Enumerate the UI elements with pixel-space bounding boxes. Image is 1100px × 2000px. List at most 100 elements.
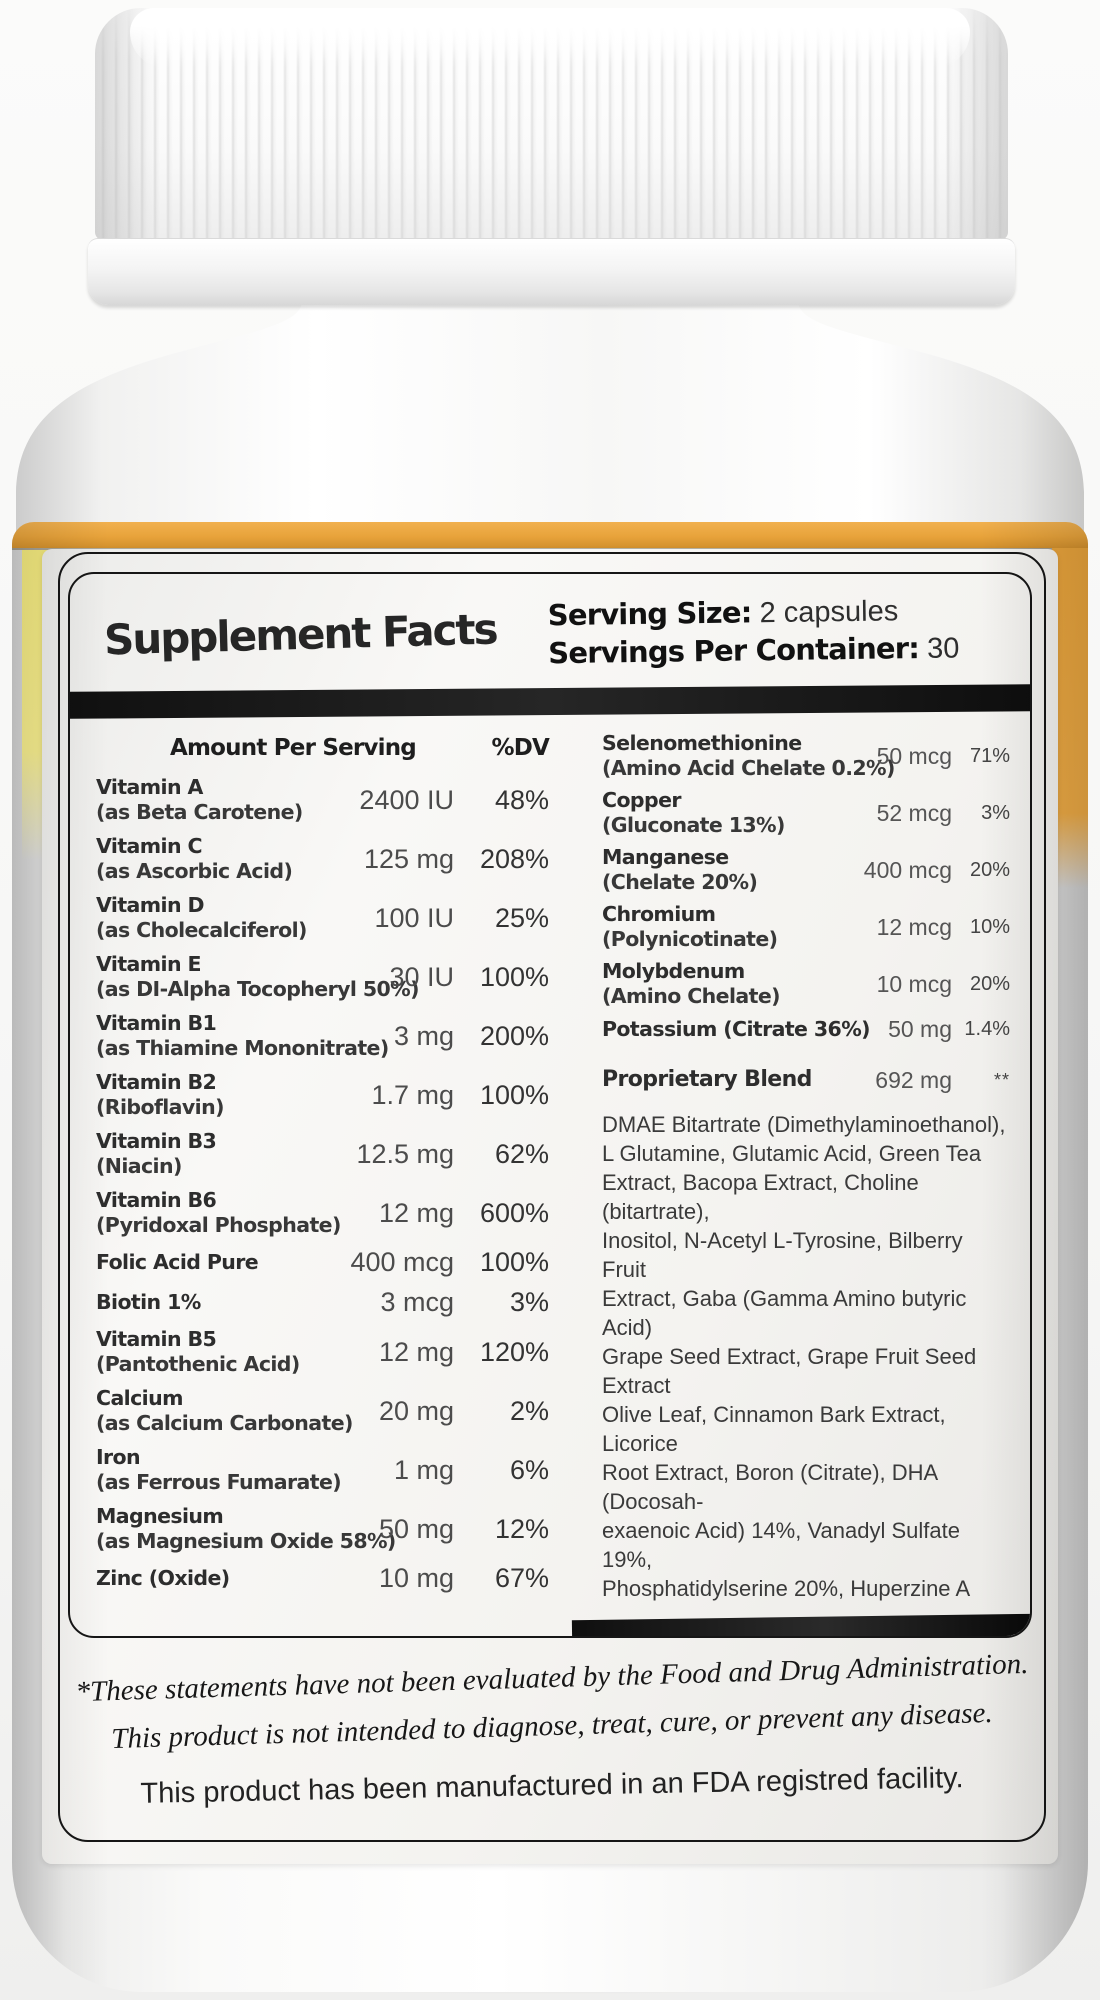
nutrient-name: Vitamin B2 — [96, 1070, 217, 1095]
nutrient-row: Vitamin B3 (Niacin) 12.5 mg 62% — [96, 1129, 549, 1179]
divider-bar-top — [70, 684, 1030, 720]
nutrient-dv: 20% — [969, 858, 1010, 881]
nutrient-names: Biotin 1% — [96, 1290, 339, 1315]
nutrient-amount: 20 mg — [378, 1395, 454, 1426]
nutrient-dv: 25% — [494, 902, 549, 933]
nutrient-names: Chromium (Polynicotinate) — [602, 902, 846, 952]
nutrient-names: Potassium (Citrate 36%) — [602, 1017, 871, 1042]
nutrient-amount: 30 IU — [389, 961, 454, 992]
dv-header: %DV — [491, 735, 549, 762]
nutrient-row: Vitamin B5 (Pantothenic Acid) 12 mg 120% — [96, 1327, 549, 1377]
serving-info: Serving Size: 2 capsules Servings Per Co… — [547, 591, 1010, 674]
nutrient-names: Vitamin E (as DI-Alpha Tocopheryl 50%) — [96, 952, 419, 1002]
nutrient-name: Manganese — [602, 845, 729, 870]
cap-highlight — [130, 8, 970, 68]
nutrient-name: Molybdenum — [602, 959, 745, 984]
nutrient-amount: 1.7 mg — [371, 1079, 454, 1110]
left-column: Amount Per Serving %DV Vitamin A (as Bet… — [96, 731, 550, 1636]
nutrient-names: Vitamin D (as Cholecalciferol) — [96, 893, 339, 943]
nutrient-dv: 6% — [509, 1454, 549, 1485]
nutrient-subname: (as Ferrous Fumarate) — [96, 1470, 342, 1495]
nutrient-names: Copper (Gluconate 13%) — [602, 788, 846, 838]
nutrient-subname: (as Thiamine Mononitrate) — [96, 1036, 389, 1061]
nutrient-row: Vitamin E (as DI-Alpha Tocopheryl 50%) 3… — [96, 952, 549, 1002]
servings-per-container-value: 30 — [926, 632, 960, 666]
nutrient-names: Proprietary Blend — [602, 1067, 846, 1094]
nutrient-columns: Amount Per Serving %DV Vitamin A (as Bet… — [96, 731, 1030, 1636]
nutrient-amount: 2400 IU — [359, 784, 454, 815]
nutrient-dv: 100% — [479, 1247, 549, 1278]
nutrient-row: Calcium (as Calcium Carbonate) 20 mg 2% — [96, 1386, 549, 1436]
nutrient-subname: (as DI-Alpha Tocopheryl 50%) — [96, 977, 419, 1002]
proprietary-blend-name: Proprietary Blend — [602, 1067, 812, 1093]
nutrient-names: Vitamin B6 (Pyridoxal Phosphate) — [96, 1188, 341, 1238]
nutrient-name: Potassium (Citrate 36%) — [602, 1017, 871, 1042]
amount-per-serving-header: Amount Per Serving — [170, 735, 417, 762]
nutrient-amount: 50 mg — [378, 1513, 454, 1544]
nutrient-names: Vitamin B1 (as Thiamine Mononitrate) — [96, 1011, 389, 1061]
nutrient-row: Selenomethionine (Amino Acid Chelate 0.2… — [602, 731, 1010, 781]
blend-ingredients: DMAE Bitartrate (Dimethylaminoethanol), … — [602, 1112, 1006, 1602]
nutrient-subname: (Amino Acid Chelate 0.2%) — [602, 756, 895, 781]
nutrient-amount: 400 mcg — [863, 856, 952, 883]
panel-header: Supplement Facts Serving Size: 2 capsule… — [96, 584, 1010, 670]
right-column: Selenomethionine (Amino Acid Chelate 0.2… — [571, 731, 1030, 1636]
nutrient-amount: 125 mg — [363, 843, 454, 874]
divider-bar-bottom — [571, 1614, 1030, 1636]
accent-band — [12, 522, 1088, 548]
nutrient-row: Iron (as Ferrous Fumarate) 1 mg 6% — [96, 1445, 549, 1495]
nutrient-name: Vitamin B5 — [96, 1327, 217, 1352]
nutrient-name: Vitamin C — [96, 834, 203, 859]
nutrient-name: Biotin 1% — [96, 1290, 201, 1315]
serving-size-value: 2 capsules — [759, 595, 899, 630]
nutrient-name: Magnesium — [96, 1504, 224, 1529]
nutrient-dv: 20% — [969, 972, 1010, 995]
left-nutrient-rows: Vitamin A (as Beta Carotene) 2400 IU 48%… — [96, 775, 549, 1594]
nutrient-dv: 200% — [479, 1020, 549, 1051]
label-outer-border — [58, 552, 1046, 1842]
nutrient-names: Vitamin C (as Ascorbic Acid) — [96, 834, 339, 884]
nutrient-subname: (Gluconate 13%) — [602, 813, 785, 838]
nutrient-row: Vitamin A (as Beta Carotene) 2400 IU 48% — [96, 775, 549, 825]
nutrient-dv: 1.4% — [964, 1018, 1010, 1041]
nutrient-names: Molybdenum (Amino Chelate) — [602, 959, 846, 1009]
nutrient-amount: 100 IU — [374, 902, 454, 933]
supplement-facts-title: Supplement Facts — [103, 604, 498, 665]
label-right-edge — [1052, 548, 1088, 888]
nutrient-row: Biotin 1% 3 mcg 3% — [96, 1287, 549, 1318]
nutrient-subname: (as Beta Carotene) — [96, 800, 303, 825]
nutrient-row: Vitamin B6 (Pyridoxal Phosphate) 12 mg 6… — [96, 1188, 549, 1238]
nutrient-dv: 71% — [969, 744, 1010, 767]
nutrient-amount: 12 mg — [378, 1336, 454, 1367]
nutrient-name: Vitamin A — [96, 775, 203, 800]
nutrient-row: Folic Acid Pure 400 mcg 100% — [96, 1247, 549, 1278]
serving-size: Serving Size: 2 capsules — [547, 591, 1009, 636]
nutrient-names: Magnesium (as Magnesium Oxide 58%) — [96, 1504, 396, 1554]
nutrient-row: Manganese (Chelate 20%) 400 mcg 20% — [602, 845, 1010, 895]
nutrient-name: Calcium — [96, 1386, 183, 1411]
label — [42, 549, 1058, 1864]
nutrient-name: Copper — [602, 788, 681, 813]
nutrient-subname: (as Calcium Carbonate) — [96, 1411, 353, 1436]
servings-per-container: Servings Per Container: 30 — [548, 629, 1010, 674]
nutrient-names: Calcium (as Calcium Carbonate) — [96, 1386, 353, 1436]
bottle-body: Supplement Facts Serving Size: 2 capsule… — [12, 522, 1088, 1992]
proprietary-blend-amount: 692 mg — [875, 1067, 952, 1094]
nutrient-name: Vitamin E — [96, 952, 201, 977]
nutrient-name: Zinc (Oxide) — [96, 1566, 230, 1591]
nutrient-subname: (as Ascorbic Acid) — [96, 859, 293, 884]
nutrient-row: Molybdenum (Amino Chelate) 10 mcg 20% — [602, 959, 1010, 1009]
serving-size-label: Serving Size: — [547, 595, 752, 633]
nutrient-dv: 2% — [509, 1395, 549, 1426]
nutrient-amount: 50 mcg — [876, 742, 952, 769]
nutrient-row: Zinc (Oxide) 10 mg 67% — [96, 1563, 549, 1594]
right-nutrient-rows: Selenomethionine (Amino Acid Chelate 0.2… — [602, 731, 1010, 1043]
nutrient-name: Selenomethionine — [602, 731, 802, 756]
nutrient-amount: 10 mcg — [876, 970, 952, 997]
nutrient-subname: (as Magnesium Oxide 58%) — [96, 1529, 396, 1554]
nutrient-names: Manganese (Chelate 20%) — [602, 845, 846, 895]
nutrient-row: Potassium (Citrate 36%) 50 mg 1.4% — [602, 1016, 1010, 1043]
nutrient-dv: 48% — [494, 784, 549, 815]
nutrient-row: Chromium (Polynicotinate) 12 mcg 10% — [602, 902, 1010, 952]
nutrient-name: Chromium — [602, 902, 716, 927]
